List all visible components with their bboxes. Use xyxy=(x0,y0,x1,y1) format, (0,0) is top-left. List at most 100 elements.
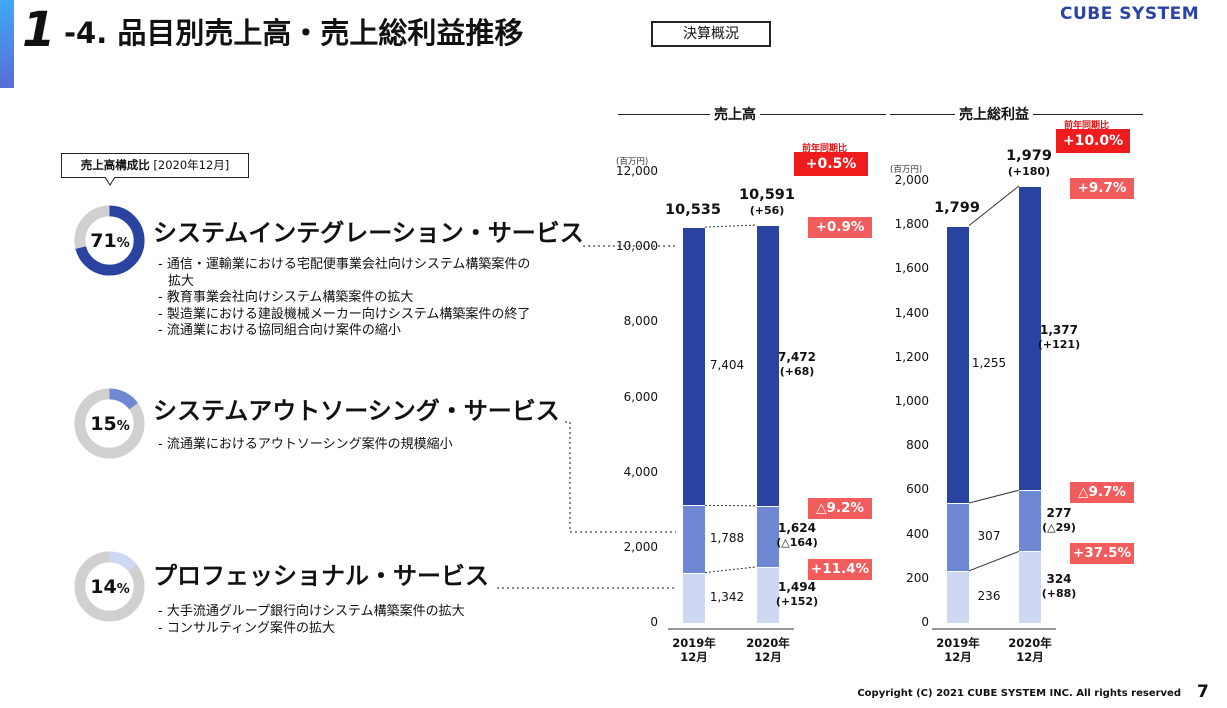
copyright: Copyright (C) 2021 CUBE SYSTEM INC. All … xyxy=(857,688,1181,699)
section-number: 1 xyxy=(22,2,56,58)
sales-total-label: 10,535 xyxy=(665,202,721,219)
profit-chart-title: 売上総利益 xyxy=(955,104,1033,124)
so-share-unit: % xyxy=(116,419,130,434)
profit-seg-change: (+121) xyxy=(1037,338,1081,352)
sales-x-tick-label: 2020年 12月 xyxy=(746,636,790,664)
profit-bar-0-1 xyxy=(1019,551,1041,623)
ps-service-title: プロフェッショナル・サービス xyxy=(153,562,489,590)
sales-y-tick-label: 8,000 xyxy=(623,314,658,329)
profit-yoy-badge: +37.5% xyxy=(1070,543,1134,565)
sales-yoy-label: 前年同期比 xyxy=(802,143,848,154)
sales-y-tick-label: 2,000 xyxy=(623,539,658,554)
page-number: 7 xyxy=(1197,682,1209,702)
si-share-donut xyxy=(74,205,145,276)
profit-y-tick-label: 1,400 xyxy=(894,305,929,320)
profit-y-tick-label: 1,800 xyxy=(894,217,929,232)
profit-seg-label: 307 xyxy=(977,528,1001,543)
sales-y-tick-label: 12,000 xyxy=(616,164,658,178)
profit-y-tick-label: 1,600 xyxy=(894,261,929,276)
profit-bar-1-0 xyxy=(947,502,969,571)
si-share-number: 71 xyxy=(90,230,117,252)
composition-label: 売上高構成比 [2020年12月] xyxy=(61,153,249,178)
sales-unit-label: (百万円) xyxy=(616,157,649,167)
sales-seg-change: (+68) xyxy=(779,365,815,379)
profit-bar-2-0 xyxy=(947,225,969,503)
sales-x-tick-label: 2019年 12月 xyxy=(672,636,716,664)
profit-bar-1-1 xyxy=(1019,490,1041,552)
sales-y-tick-label: 6,000 xyxy=(623,389,658,404)
sales-seg-label: 7,404 xyxy=(709,358,745,373)
sales-total-label: 10,591 xyxy=(739,186,795,203)
profit-y-tick-label: 600 xyxy=(906,482,929,497)
sales-connector-line xyxy=(704,224,758,228)
sales-connector-line xyxy=(704,566,758,574)
sales-seg-change: (△164) xyxy=(776,536,818,550)
si-bullets: - 通信・運輸業における宅配便事業会社向けシステム構築案件の 拡大 - 教育事業… xyxy=(158,257,530,340)
profit-seg-label: 236 xyxy=(977,588,1001,603)
profit-connector-line xyxy=(968,489,1020,504)
sales-seg-label: 1,788 xyxy=(709,530,745,545)
profit-seg-label: 1,255 xyxy=(971,356,1007,371)
sales-chart-title: 売上高 xyxy=(710,104,760,124)
si-share-value: 71% xyxy=(72,230,148,252)
so-service-title: システムアウトソーシング・サービス xyxy=(153,397,560,425)
profit-bar-2-1 xyxy=(1019,185,1041,491)
profit-x-tick-label: 2019年 12月 xyxy=(936,636,980,664)
sales-yoy-badge: +0.9% xyxy=(808,216,872,238)
bullet-item: - 大手流通グループ銀行向けシステム構築案件の拡大 xyxy=(158,604,465,619)
sales-seg-change: (+152) xyxy=(775,594,819,608)
composition-label-bold: 売上高構成比 xyxy=(80,158,150,172)
sales-seg-label: 7,472 xyxy=(778,350,816,365)
so-leader-line xyxy=(565,421,676,533)
profit-unit-label: (百万円) xyxy=(890,165,923,175)
section-tag: 決算概況 xyxy=(651,21,771,47)
profit-x-tick-label: 2020年 12月 xyxy=(1008,636,1052,664)
bullet-item: - 製造業における建設機械メーカー向けシステム構築案件の終了 xyxy=(158,306,531,322)
sales-bar-1-1 xyxy=(757,505,779,567)
profit-y-tick-label: 1,000 xyxy=(894,394,929,408)
sales-seg-label: 1,494 xyxy=(778,579,816,594)
profit-seg-change: (△29) xyxy=(1042,520,1076,534)
si-service-title: システムインテグレーション・サービス xyxy=(153,219,584,247)
sales-total-change: (+56) xyxy=(749,203,785,217)
bullet-item: - 流通業におけるアウトソーシング案件の規模縮小 xyxy=(158,437,453,452)
profit-total-label: 1,799 xyxy=(934,200,980,217)
profit-bar-0-0 xyxy=(947,570,969,623)
sales-yoy-badge: △9.2% xyxy=(808,497,872,519)
so-share-value: 15% xyxy=(72,413,148,435)
bullet-item: - 通信・運輸業における宅配便事業会社向けシステム構築案件の xyxy=(158,257,531,272)
so-share-donut xyxy=(74,388,145,459)
so-bullets: - 流通業におけるアウトソーシング案件の規模縮小 xyxy=(158,437,453,454)
profit-yoy-label: 前年同期比 xyxy=(1064,121,1110,131)
ps-share-donut xyxy=(74,551,145,622)
bullet-item: - コンサルティング案件の拡大 xyxy=(158,620,336,636)
composition-label-date: [2020年12月] xyxy=(153,158,230,172)
sales-seg-label: 1,342 xyxy=(709,589,745,604)
ps-bullets: - 大手流通グループ銀行向けシステム構築案件の拡大 - コンサルティング案件の拡… xyxy=(158,604,465,637)
composition-pointer xyxy=(104,177,116,186)
sales-y-tick-label: 0 xyxy=(650,615,658,629)
ps-share-unit: % xyxy=(116,582,130,597)
sales-bar-0-0 xyxy=(683,572,705,623)
profit-y-tick-label: 200 xyxy=(906,570,929,585)
profit-seg-label: 1,377 xyxy=(1040,323,1078,338)
page-title: -4. 品目別売上高・売上総利益推移 xyxy=(64,16,524,50)
profit-yoy-badge: △9.7% xyxy=(1070,482,1134,504)
sales-y-tick-label: 4,000 xyxy=(623,464,658,479)
brand-logo: CUBE SYSTEM xyxy=(1060,4,1200,24)
bullet-item: 拡大 xyxy=(168,273,195,289)
profit-seg-change: (+88) xyxy=(1041,587,1077,601)
title-accent-bar xyxy=(0,0,14,88)
si-share-unit: % xyxy=(116,236,130,251)
bullet-item: - 流通業における協同組合向け案件の縮小 xyxy=(158,323,401,338)
so-share-number: 15 xyxy=(90,413,117,435)
profit-y-tick-label: 1,200 xyxy=(894,349,929,364)
sales-yoy-badge: +11.4% xyxy=(808,558,872,580)
profit-yoy-total-badge: +10.0% xyxy=(1056,129,1130,153)
profit-yoy-badge: +9.7% xyxy=(1070,177,1134,199)
sales-bar-1-0 xyxy=(683,505,705,573)
ps-share-number: 14 xyxy=(90,576,117,598)
